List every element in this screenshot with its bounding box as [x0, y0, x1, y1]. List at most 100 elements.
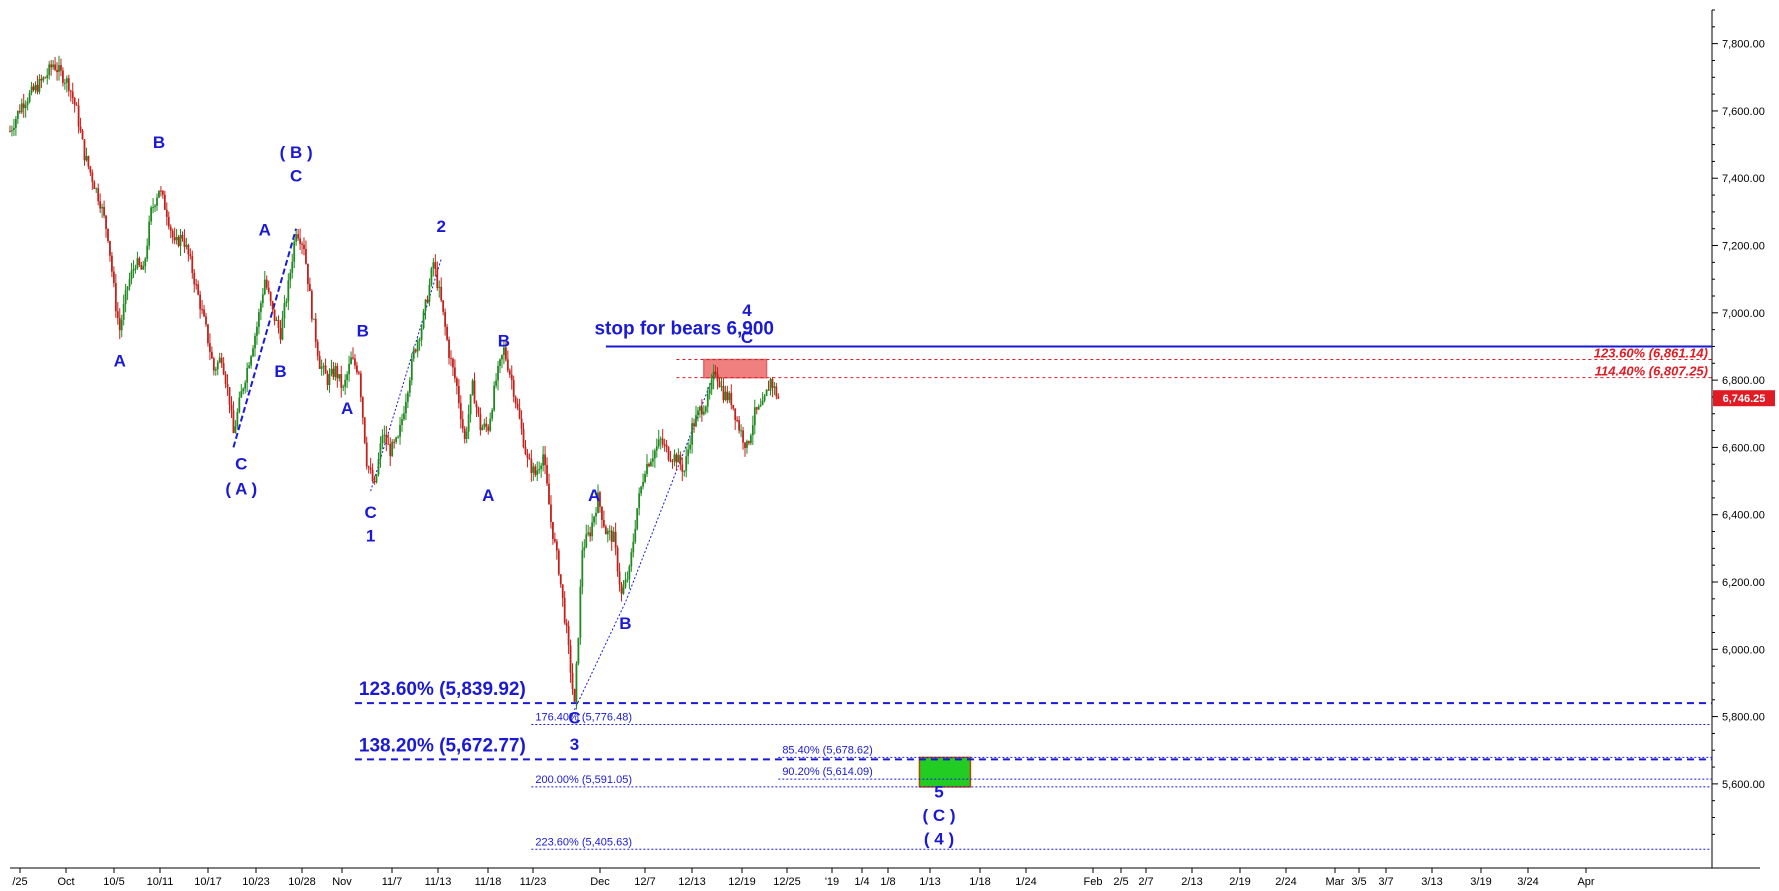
candle-body [695, 415, 697, 427]
candle-body [207, 324, 209, 344]
candle-body [48, 64, 51, 76]
candle-body [152, 207, 154, 209]
candle-body [567, 626, 570, 646]
candle-body [650, 461, 652, 467]
x-tick-label: Feb [1084, 876, 1103, 888]
candle-body [381, 435, 384, 444]
candle-body [285, 301, 288, 304]
candle-body [577, 637, 580, 664]
candle-body [65, 78, 68, 83]
wave-label: C [235, 454, 247, 473]
candle-body [58, 65, 60, 72]
candle-body [491, 410, 494, 419]
candle-body [663, 444, 666, 446]
candle-body [510, 374, 513, 380]
candle-body [357, 372, 360, 374]
candle-body [753, 407, 756, 426]
candle-body [755, 407, 758, 410]
candle-body [724, 391, 727, 400]
candle-body [661, 438, 664, 445]
candle-body [334, 366, 337, 377]
candle-body [181, 234, 184, 239]
candle-body [28, 92, 31, 102]
candle-body [203, 309, 205, 317]
candle-body [258, 312, 260, 327]
wave-label: 4 [742, 301, 752, 320]
candle-body [101, 206, 104, 209]
x-tick-label: 11/13 [425, 876, 452, 888]
candle-body [424, 299, 427, 312]
candle-body [265, 279, 268, 288]
candle-body [279, 328, 282, 340]
candle-body [444, 311, 447, 327]
candle-body [422, 311, 425, 329]
candle-body [234, 426, 237, 434]
candle-body [608, 530, 611, 532]
candle-body [16, 111, 19, 119]
candle-body [183, 238, 186, 247]
candle-body [618, 571, 621, 585]
x-tick-label: 10/17 [194, 876, 222, 888]
candle-body [528, 457, 531, 460]
candle-body [436, 268, 439, 288]
candle-body [267, 287, 270, 293]
candle-body [189, 254, 192, 257]
wave-label: ( B ) [280, 143, 313, 162]
candle-body [628, 566, 631, 580]
candle-body [156, 197, 158, 206]
candle-body [569, 645, 572, 673]
candle-body [687, 449, 690, 457]
candle-body [420, 328, 423, 340]
candle-body [665, 444, 668, 448]
x-tick-label: 2/5 [1113, 876, 1128, 888]
candle-body [338, 374, 341, 379]
fib-minor-label: 223.60% (5,405.63) [535, 836, 632, 848]
candle-body [714, 371, 717, 375]
candle-body [216, 362, 219, 370]
candle-body [277, 319, 280, 329]
candle-body [259, 303, 262, 313]
candle-body [565, 622, 568, 627]
candle-body [601, 506, 603, 521]
candle-body [375, 474, 378, 483]
candle-body [165, 209, 168, 217]
candle-body [122, 303, 125, 320]
y-tick-label: 7,800.00 [1722, 39, 1765, 51]
candle-body [432, 262, 435, 269]
last-price-label: 6,746.25 [1723, 393, 1766, 405]
candle-body [634, 528, 637, 542]
x-tick-label: 3/13 [1421, 876, 1442, 888]
x-tick-label: 3/5 [1351, 876, 1366, 888]
candle-body [30, 86, 33, 93]
candle-body [175, 237, 178, 241]
candle-body [326, 373, 329, 386]
candle-body [624, 580, 627, 588]
candle-body [238, 397, 241, 413]
y-tick-label: 7,000.00 [1722, 308, 1765, 320]
candle-body [581, 550, 584, 587]
candle-body [720, 386, 723, 388]
candle-body [126, 286, 129, 291]
candle-body [544, 454, 546, 466]
fib-major-label: 138.20% (5,672.77) [359, 735, 526, 756]
wave-label: C [290, 167, 302, 186]
candle-body [655, 446, 658, 451]
target-zone [918, 756, 972, 788]
candle-body [324, 365, 327, 374]
candle-body [765, 389, 768, 396]
candle-body [548, 483, 550, 505]
wave-label: A [259, 220, 271, 239]
candle-body [773, 386, 776, 388]
candle-body [479, 413, 482, 431]
candle-body [471, 380, 474, 395]
candle-body [575, 663, 578, 702]
candle-body [646, 463, 648, 475]
candle-body [622, 587, 625, 594]
wave-label: 5 [934, 782, 943, 801]
candle-body [46, 75, 49, 78]
wave-label: A [482, 486, 494, 505]
x-tick-label: 12/19 [728, 876, 756, 888]
candle-body [455, 378, 458, 386]
candle-body [759, 405, 762, 407]
